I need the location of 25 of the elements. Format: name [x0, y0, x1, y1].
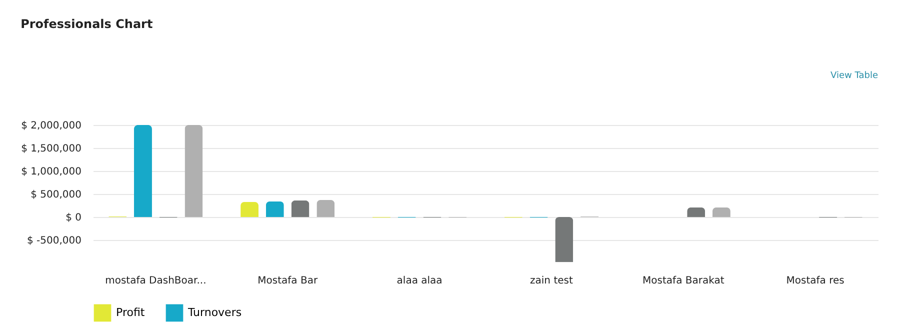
y-tick-label: $ 2,000,000 — [21, 120, 82, 132]
chart-title: Professionals Chart — [20, 17, 153, 31]
x-tick-label: Mostafa res — [786, 276, 844, 286]
bar — [134, 125, 152, 217]
bar — [184, 125, 203, 217]
bar — [555, 217, 574, 262]
x-tick-label: Mostafa Barakat — [642, 276, 724, 286]
x-tick-label: mostafa DashBoar... — [105, 276, 206, 286]
y-tick-label: $ 1,500,000 — [21, 144, 82, 154]
x-tick-label: alaa alaa — [396, 276, 442, 286]
y-tick-label: $ -500,000 — [26, 236, 82, 246]
legend-label: Profit — [116, 306, 146, 319]
y-tick-label: $ 1,000,000 — [21, 166, 82, 178]
text: View Table — [830, 71, 878, 81]
y-tick-label: $ 0 — [66, 212, 82, 224]
bar — [240, 202, 259, 217]
x-tick-label: zain test — [530, 276, 573, 286]
y-tick-label: $ 500,000 — [30, 190, 82, 200]
legend-label: Turnovers — [187, 306, 242, 319]
bar — [266, 201, 284, 217]
bar — [687, 207, 706, 217]
bar — [316, 200, 335, 217]
x-tick-label: Mostafa Bar — [258, 276, 318, 286]
bar — [291, 200, 310, 217]
bar — [712, 207, 730, 217]
